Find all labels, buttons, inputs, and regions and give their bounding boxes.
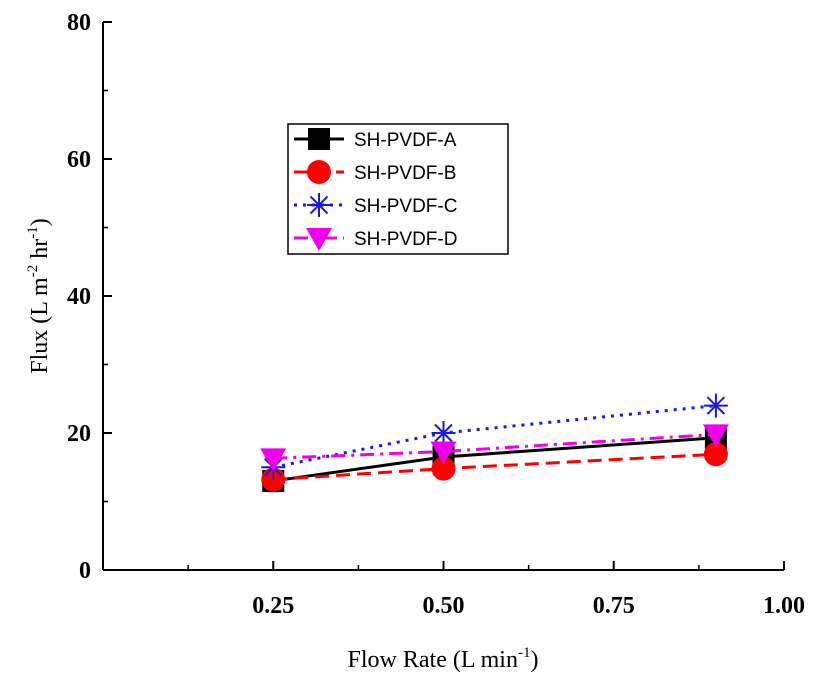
legend-marker [307, 160, 331, 184]
y-tick-label: 60 [67, 147, 91, 173]
x-tick-label: 0.25 [252, 593, 294, 619]
y-tick-label: 0 [79, 558, 91, 584]
legend-label: SH-PVDF-C [354, 196, 457, 217]
legend-label: SH-PVDF-B [354, 163, 456, 184]
x-tick-label: 0.50 [423, 593, 465, 619]
y-tick-label: 40 [67, 284, 91, 310]
data-point [430, 441, 457, 465]
legend-marker [306, 228, 332, 251]
y-tick-label: 80 [67, 10, 91, 36]
y-tick-label: 20 [67, 421, 91, 447]
axes [102, 22, 784, 571]
legend-marker [308, 128, 330, 150]
x-tick-label: 1.00 [763, 593, 805, 619]
series-line [273, 452, 716, 482]
y-axis-label: Flux (L m-2 hr-1) [25, 218, 53, 373]
legend-marker [307, 193, 331, 217]
legend-label: SH-PVDF-A [354, 130, 457, 151]
x-axis-label: Flow Rate (L min-1) [348, 645, 539, 673]
series-line [272, 404, 717, 469]
legend-label: SH-PVDF-D [354, 229, 457, 250]
series-layer [260, 393, 729, 492]
data-point [703, 442, 728, 467]
series-sh-pvdf-d [260, 424, 729, 472]
x-ticks: 0.25 0.50 0.75 1.00 [187, 561, 805, 619]
series-sh-pvdf-b [261, 442, 728, 492]
data-point [703, 393, 728, 418]
data-point [260, 448, 287, 472]
legend: SH-PVDF-A SH-PVDF-B SH-PVDF-C SH-PVDF-D [287, 123, 509, 255]
data-point [431, 421, 456, 445]
x-tick-label: 0.75 [593, 593, 635, 619]
series-line [273, 432, 716, 460]
y-ticks: 0 20 40 60 80 [67, 10, 112, 584]
data-point [431, 456, 456, 481]
data-point [702, 424, 729, 448]
